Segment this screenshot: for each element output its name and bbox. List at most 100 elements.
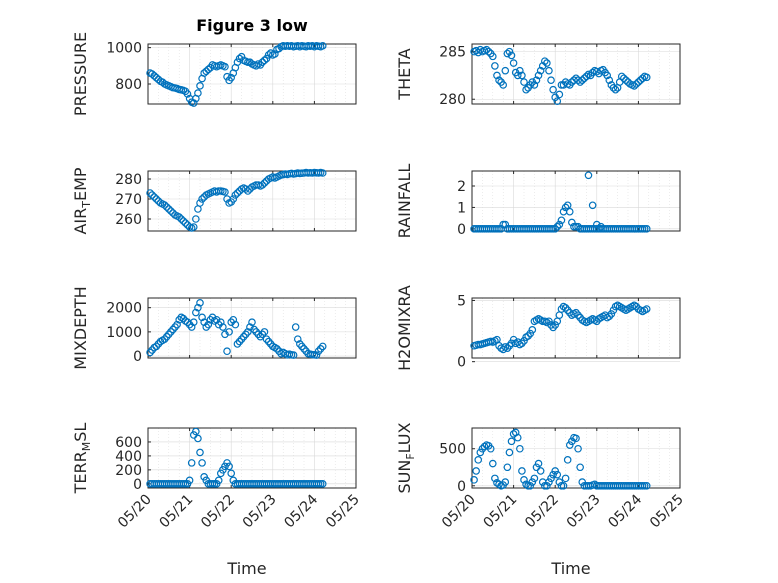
- data-point: [491, 62, 499, 70]
- data-point: [555, 90, 564, 99]
- y-tick-label: 2: [457, 179, 466, 195]
- data-point: [488, 459, 497, 468]
- data-point: [503, 463, 512, 472]
- data-point: [493, 225, 501, 233]
- data-point: [536, 467, 545, 475]
- data-point: [568, 218, 576, 227]
- data-point: [592, 220, 601, 229]
- data-point: [237, 52, 246, 61]
- data-point: [244, 58, 252, 66]
- axes-h2omixra: 0 5 H2OMIXRA: [395, 285, 681, 371]
- data-point: [509, 59, 518, 67]
- data-point: [316, 480, 325, 488]
- data-point: [258, 330, 267, 339]
- data-point: [227, 318, 236, 326]
- data-point: [196, 199, 204, 207]
- data-point: [532, 76, 541, 84]
- y-tick-label: 600: [115, 435, 142, 451]
- data-point: [495, 225, 503, 233]
- data-point: [484, 47, 493, 56]
- data-point: [545, 66, 553, 75]
- data-point: [617, 72, 626, 81]
- data-point: [318, 342, 327, 351]
- data-point: [312, 351, 321, 359]
- data-point: [208, 480, 217, 488]
- axes-box: [471, 170, 681, 232]
- data-point: [179, 480, 188, 488]
- data-point: [565, 207, 574, 216]
- data-point: [250, 325, 258, 334]
- data-point: [545, 317, 553, 326]
- data-point: [551, 467, 560, 475]
- data-point: [642, 225, 651, 233]
- data-point: [204, 320, 213, 329]
- y-label-part: SL: [71, 423, 90, 442]
- data-point: [187, 459, 196, 467]
- data-point: [189, 318, 198, 326]
- data-point: [576, 78, 584, 86]
- axes-box: [471, 427, 681, 489]
- data-point: [536, 66, 545, 75]
- data-point: [192, 308, 200, 317]
- data-point: [165, 205, 173, 213]
- data-point: [185, 320, 194, 329]
- data-point: [501, 66, 510, 75]
- data-point: [607, 310, 616, 318]
- data-point: [146, 189, 154, 197]
- data-point: [516, 66, 524, 75]
- data-point: [260, 56, 269, 65]
- data-point: [520, 78, 528, 86]
- data-point: [580, 74, 589, 83]
- data-point: [518, 71, 526, 80]
- axes-pressure: 800 1000 PRESSURE: [71, 32, 357, 116]
- data-point: [212, 315, 221, 324]
- data-point: [522, 85, 530, 94]
- data-point: [275, 347, 283, 356]
- y-label-part: AIR: [71, 208, 90, 235]
- data-point: [225, 328, 233, 336]
- data-point: [520, 476, 528, 484]
- data-point: [543, 59, 551, 67]
- data-point: [549, 85, 557, 94]
- axes-mixdepth: 0 1000 2000 MIXDEPTH: [71, 286, 357, 370]
- data-point: [223, 347, 231, 356]
- data-point: [634, 78, 643, 86]
- data-point: [160, 201, 169, 209]
- y-tick-label: 200: [115, 463, 142, 479]
- data-point: [273, 345, 281, 353]
- axes-air-temp: 260 270 280 AIRTEMP: [71, 167, 357, 235]
- data-point: [609, 84, 618, 92]
- data-point: [233, 189, 242, 197]
- data-point: [488, 52, 497, 61]
- data-point: [185, 476, 194, 485]
- data-point: [476, 448, 485, 457]
- y-tick-label: 800: [115, 77, 142, 93]
- data-point: [237, 335, 246, 343]
- data-point: [244, 328, 252, 336]
- y-axis-label: SUNFLUX: [395, 422, 417, 493]
- y-label-subscript: T: [80, 201, 93, 209]
- data-point: [630, 82, 639, 90]
- data-point: [638, 225, 647, 233]
- data-point: [194, 89, 202, 97]
- data-point: [152, 342, 161, 351]
- data-point: [597, 222, 605, 231]
- data-point: [264, 337, 273, 346]
- data-point: [530, 474, 539, 483]
- data-point: [528, 478, 537, 486]
- data-point: [534, 71, 543, 80]
- data-point: [551, 225, 560, 233]
- y-axis-label: MIXDEPTH: [71, 286, 90, 369]
- data-point: [198, 459, 206, 467]
- data-point: [565, 441, 574, 449]
- data-point: [547, 474, 555, 483]
- y-axis-label: H2OMIXRA: [395, 285, 414, 371]
- data-point: [162, 203, 171, 211]
- y-tick-label: 1000: [106, 325, 142, 341]
- data-point: [196, 448, 204, 457]
- y-tick-label: 270: [115, 192, 142, 208]
- y-label-subscript: F: [404, 453, 417, 459]
- data-point: [507, 437, 516, 446]
- data-point: [214, 320, 223, 329]
